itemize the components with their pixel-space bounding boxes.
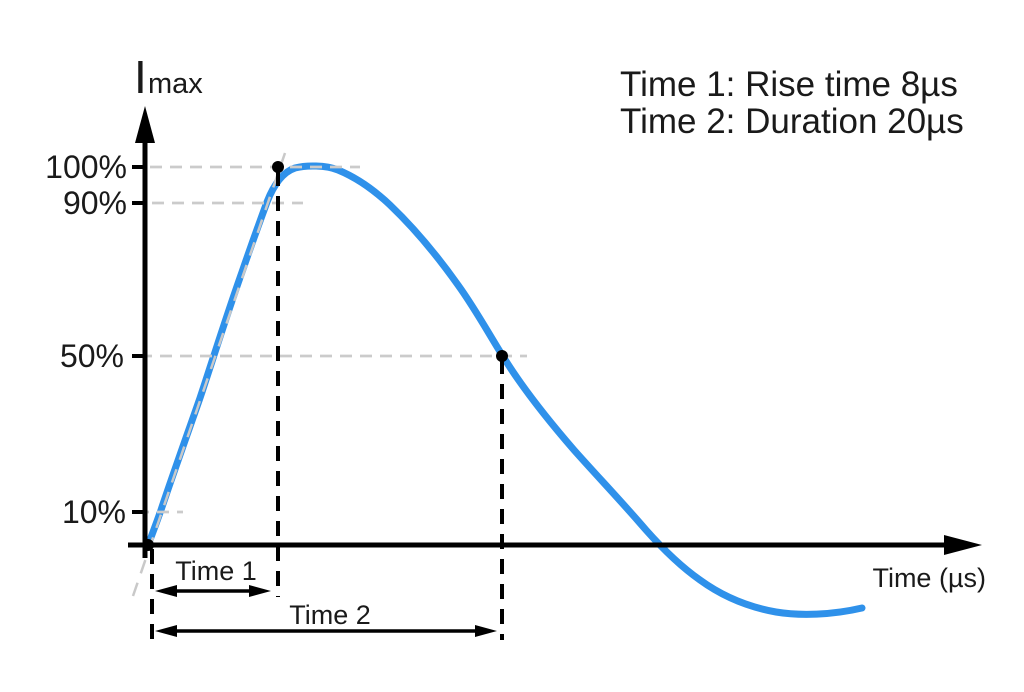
time1-label: Time 1 [175,556,257,586]
y-axis-title-subscript: max [148,68,203,100]
time2-label: Time 2 [289,600,371,630]
annotation-duration: Time 2: Duration 20µs [620,102,964,141]
y-axis-title-symbol: I [134,51,147,103]
point-100pct [272,161,284,173]
annotation-rise-time: Time 1: Rise time 8µs [620,65,958,104]
time2-dimension-arrow [155,625,497,637]
y-tick-label-50: 50% [60,338,124,374]
y-tick-label-10: 10% [62,494,126,530]
impulse-curve [144,162,866,618]
y-tick-label-100: 100% [45,149,127,185]
tangent-guide-line [131,152,287,597]
point-origin [142,539,154,551]
x-axis-label: Time (µs) [872,563,986,593]
x-axis-arrow-icon [944,535,982,555]
y-tick-label-90: 90% [63,185,127,221]
y-axis-arrow-icon [135,106,155,143]
time1-dimension-arrow [155,585,271,597]
point-50pct-decay [496,350,508,362]
